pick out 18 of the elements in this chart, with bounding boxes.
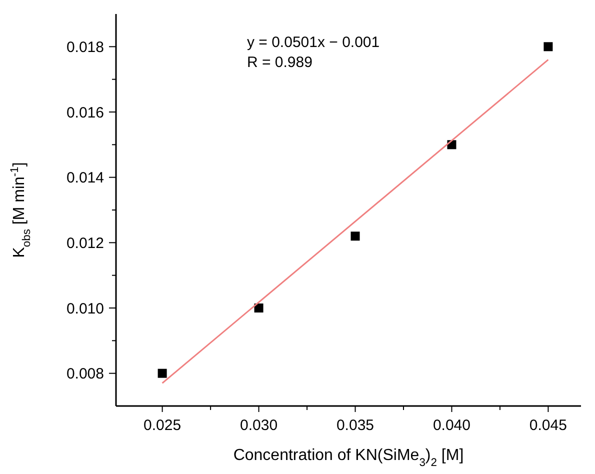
point bbox=[254, 304, 264, 312]
point bbox=[350, 232, 360, 241]
y-tick-label: 0.018 bbox=[66, 38, 104, 56]
x-tick-label: 0.035 bbox=[336, 417, 374, 434]
text: 0.010 bbox=[66, 300, 104, 318]
text: 0.030 bbox=[240, 417, 278, 434]
y-tick-label: 0.008 bbox=[66, 366, 104, 383]
annotation: y = 0.0501x − 0.001 bbox=[247, 34, 380, 51]
x-tick-label: 0.045 bbox=[529, 417, 567, 434]
point bbox=[158, 368, 167, 378]
point bbox=[544, 42, 553, 52]
x-axis-title: Concentration of KN(SiMe$_{3}$)$_{2}$ [M] bbox=[233, 447, 464, 469]
y-tick-label: 0.016 bbox=[66, 104, 104, 122]
annotation: R = 0.989 bbox=[247, 54, 312, 71]
y-tick-label: 0.014 bbox=[66, 170, 104, 187]
y-tick-label: 0.012 bbox=[66, 234, 104, 252]
text: 0.040 bbox=[432, 417, 470, 434]
x-tick-label: 0.025 bbox=[144, 417, 182, 434]
